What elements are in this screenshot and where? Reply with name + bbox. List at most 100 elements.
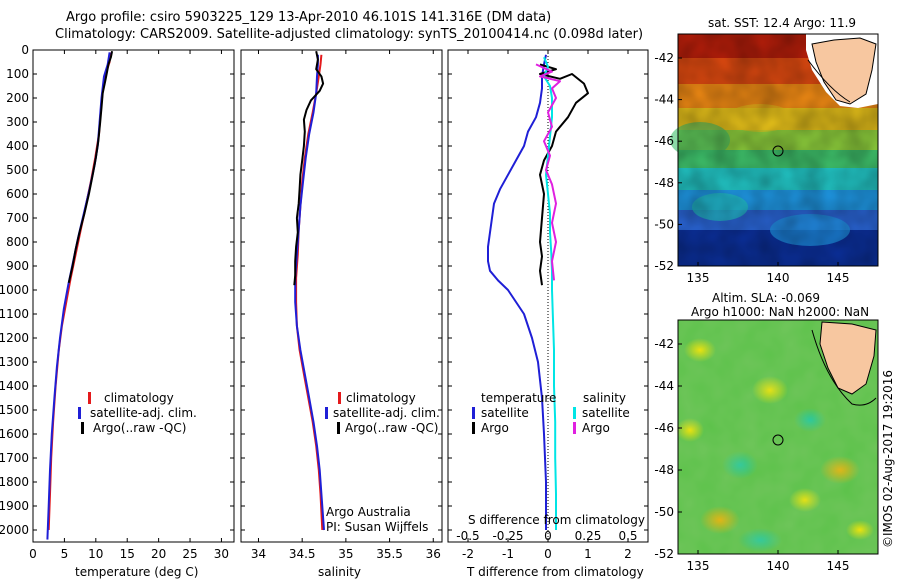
imos-credit: ©IMOS 02-Aug-2017 19:2016 [881, 370, 895, 548]
map-y-tick-label: -48 [654, 176, 674, 190]
x-tick-label: -2 [462, 547, 474, 561]
series-line-argo-raw-qc- [67, 51, 114, 284]
legend-swatch-climatology [338, 392, 341, 404]
sst-map-title: sat. SST: 12.4 Argo: 11.9 [708, 16, 856, 30]
series-line-temperature-argo [539, 63, 589, 286]
s-difference-label: S difference from climatology [468, 513, 645, 527]
x-tick-label: 35.5 [376, 547, 403, 561]
map-x-tick-label: 135 [687, 559, 710, 573]
x-tick-label: -1 [502, 547, 514, 561]
y-tick-label: 1900 [0, 499, 29, 513]
figure-title-line2: Climatology: CARS2009. Satellite-adjuste… [55, 27, 644, 42]
credit-line1: Argo Australia [326, 505, 411, 519]
map-y-tick-label: -42 [654, 51, 674, 65]
y-tick-label: 400 [6, 139, 29, 153]
x-tick-label: 10 [88, 547, 103, 561]
temperature-legend: climatology satellite-adj. clim. Argo(..… [78, 391, 197, 435]
x-tick-label: 20 [151, 547, 166, 561]
x-tick-label: 0 [544, 547, 552, 561]
s-tick-label: -0.25 [492, 529, 523, 543]
map-y-tick-label: -52 [654, 259, 674, 273]
argo-location-marker [772, 434, 784, 446]
map-x-tick-label: 140 [767, 559, 790, 573]
sla-map-title-line2: Argo h1000: NaN h2000: NaN [691, 305, 869, 319]
map-y-tick-label: -44 [654, 379, 674, 393]
x-tick-label: 35 [338, 547, 353, 561]
y-tick-label: 1100 [0, 307, 29, 321]
legend-label-climatology: climatology [346, 391, 416, 405]
map-y-tick-label: -42 [654, 337, 674, 351]
x-tick-label: 1 [584, 547, 592, 561]
legend-swatch-argo [337, 422, 340, 434]
difference-legend: temperature salinity satellite Argo sate… [472, 391, 630, 435]
legend-swatch-sal-argo [573, 422, 576, 434]
y-tick-label: 1600 [0, 427, 29, 441]
salinity-plot-frame [240, 49, 443, 543]
map-x-tick-label: 145 [827, 559, 850, 573]
y-tick-label: 100 [6, 67, 29, 81]
series-line-temperature-satellite [487, 54, 547, 530]
argo-location-marker [772, 145, 784, 157]
y-tick-label: 800 [6, 235, 29, 249]
legend-label-climatology: climatology [104, 391, 174, 405]
x-tick-label: 25 [182, 547, 197, 561]
y-tick-label: 500 [6, 163, 29, 177]
legend-swatch-satellite [325, 407, 328, 419]
sst-field [670, 34, 878, 266]
tasmania-land [819, 321, 877, 395]
series-line-argo-raw-qc- [293, 51, 325, 286]
y-tick-label: 1800 [0, 475, 29, 489]
s-tick-label: 0.25 [575, 529, 602, 543]
y-tick-label: 1500 [0, 403, 29, 417]
temperature-series [46, 51, 114, 540]
legend-label-temp-argo: Argo [481, 421, 509, 435]
map-y-tick-label: -44 [654, 93, 674, 107]
sla-map-ticks: -42 -44 -46 -48 -50 -52 135 140 145 [654, 337, 849, 573]
x-tick-label: 15 [120, 547, 135, 561]
legend-swatch-temp-satellite [472, 407, 475, 419]
series-line-salinity-satellite [543, 56, 557, 530]
legend-label-sal-satellite: satellite [582, 406, 630, 420]
legend-label-argo: Argo(..raw -QC) [345, 421, 438, 435]
y-tick-label: 1300 [0, 355, 29, 369]
t-difference-label: T difference from climatology [466, 565, 644, 579]
legend-label-satellite: satellite-adj. clim. [90, 406, 197, 420]
y-tick-label: 2000 [0, 523, 29, 537]
map-y-tick-label: -50 [654, 217, 674, 231]
map-x-tick-label: 145 [827, 271, 850, 285]
tasmania-land [811, 37, 877, 105]
credit-line2: PI: Susan Wijffels [326, 520, 428, 534]
s-tick-label: 0.5 [618, 529, 637, 543]
salinity-panel: 34 34.5 35 35.5 36 climatology satellite-adj… [240, 49, 443, 579]
legend-swatch-climatology [88, 392, 91, 404]
legend-label-temp-satellite: satellite [481, 406, 529, 420]
map-y-tick-label: -46 [654, 421, 674, 435]
y-tick-label: 1000 [0, 283, 29, 297]
y-tick-label: 700 [6, 211, 29, 225]
map-y-tick-label: -48 [654, 463, 674, 477]
legend-label-satellite: satellite-adj. clim. [333, 406, 440, 420]
sla-map: Altim. SLA: -0.069 Argo h1000: NaN h2000… [654, 291, 879, 573]
temperature-xlabel: temperature (deg C) [75, 565, 198, 579]
legend-swatch-satellite [78, 407, 81, 419]
map-y-tick-label: -46 [654, 134, 674, 148]
y-tick-label: 1400 [0, 379, 29, 393]
temperature-panel: 0 5 10 15 20 25 300100200300400500600700800900… [0, 43, 235, 579]
legend-swatch-temp-argo [472, 422, 475, 434]
y-tick-label: 200 [6, 91, 29, 105]
y-tick-label: 900 [6, 259, 29, 273]
x-tick-label: 5 [61, 547, 69, 561]
x-tick-label: 2 [624, 547, 632, 561]
x-tick-label: 34.5 [289, 547, 316, 561]
salinity-xlabel: salinity [318, 565, 361, 579]
map-x-tick-label: 135 [687, 271, 710, 285]
y-tick-label: 0 [21, 43, 29, 57]
temperature-plot-frame [32, 49, 235, 543]
y-tick-label: 1200 [0, 331, 29, 345]
sst-map: sat. SST: 12.4 Argo: 11.9 -42 -44 -46 -48 -5… [654, 16, 879, 285]
sla-field [676, 320, 878, 554]
difference-series [487, 54, 589, 530]
legend-label-sal-argo: Argo [582, 421, 610, 435]
